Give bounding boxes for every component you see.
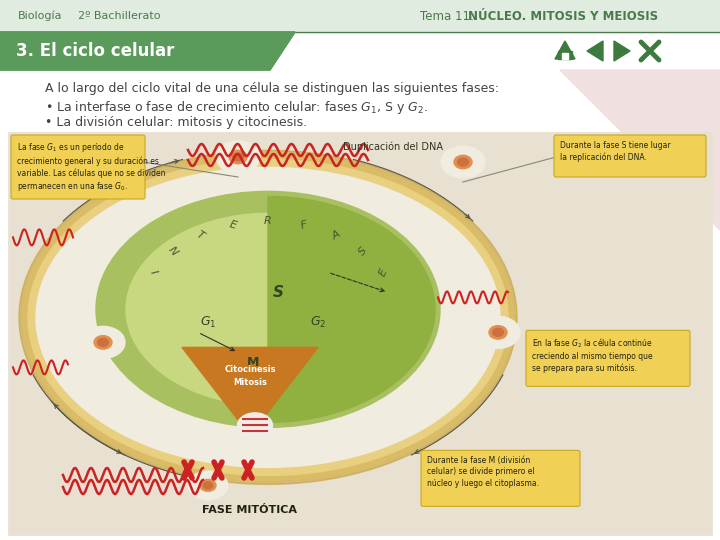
Bar <box>0 70 720 540</box>
Polygon shape <box>560 70 720 230</box>
Polygon shape <box>587 41 603 61</box>
Text: Durante la fase S tiene lugar
la replicación del DNA.: Durante la fase S tiene lugar la replica… <box>560 141 670 162</box>
Polygon shape <box>268 197 435 422</box>
Text: $G_1$: $G_1$ <box>199 315 216 330</box>
Text: E: E <box>377 267 389 278</box>
Text: E: E <box>228 219 237 231</box>
Text: La fase $G_1$ es un período de
crecimiento general y su duración es
variable. La: La fase $G_1$ es un período de crecimien… <box>17 141 166 193</box>
Ellipse shape <box>216 141 260 173</box>
Bar <box>0 32 720 70</box>
Ellipse shape <box>476 316 520 348</box>
Polygon shape <box>0 32 295 70</box>
Text: $G_2$: $G_2$ <box>310 315 326 330</box>
Ellipse shape <box>96 191 440 427</box>
Text: Biología: Biología <box>18 11 63 21</box>
Text: 3. El ciclo celular: 3. El ciclo celular <box>16 42 174 60</box>
FancyBboxPatch shape <box>554 135 706 177</box>
Text: S: S <box>272 285 284 300</box>
Ellipse shape <box>458 158 469 166</box>
Ellipse shape <box>126 213 410 406</box>
Polygon shape <box>0 32 295 70</box>
Ellipse shape <box>238 413 272 438</box>
Text: Durante la fase M (división
celular) se divide primero el
núcleo y luego el cito: Durante la fase M (división celular) se … <box>427 456 539 488</box>
Ellipse shape <box>454 156 472 168</box>
Text: A lo largo del ciclo vital de una célula se distinguen las siguientes fases:: A lo largo del ciclo vital de una célula… <box>45 82 499 95</box>
Text: Duplicación del DNA: Duplicación del DNA <box>343 142 443 152</box>
FancyBboxPatch shape <box>526 330 690 387</box>
Bar <box>562 53 568 59</box>
Ellipse shape <box>200 480 216 491</box>
Ellipse shape <box>19 150 517 484</box>
Ellipse shape <box>36 167 500 468</box>
Ellipse shape <box>81 326 125 359</box>
Text: NÚCLEO. MITOSIS Y MEIOSIS: NÚCLEO. MITOSIS Y MEIOSIS <box>468 10 658 23</box>
Ellipse shape <box>98 339 109 347</box>
Text: 2º Bachillerato: 2º Bachillerato <box>78 11 161 21</box>
Bar <box>8 132 712 535</box>
Ellipse shape <box>492 328 503 336</box>
Polygon shape <box>614 41 630 61</box>
Polygon shape <box>555 41 575 59</box>
Ellipse shape <box>441 146 485 178</box>
FancyBboxPatch shape <box>421 450 580 507</box>
FancyBboxPatch shape <box>11 135 145 199</box>
Ellipse shape <box>188 471 228 500</box>
Text: T: T <box>194 229 205 241</box>
Ellipse shape <box>489 326 507 339</box>
Text: A: A <box>330 229 342 241</box>
Ellipse shape <box>23 154 513 481</box>
Text: • La interfase o fase de crecimiento celular: fases $G_1$, S y $G_2$.: • La interfase o fase de crecimiento cel… <box>45 99 428 116</box>
Text: Tema 11.: Tema 11. <box>420 10 477 23</box>
Text: Mitosis: Mitosis <box>233 378 267 387</box>
Ellipse shape <box>229 150 247 164</box>
Ellipse shape <box>28 159 508 475</box>
Ellipse shape <box>233 153 243 161</box>
Text: • La división celular: mitosis y citocinesis.: • La división celular: mitosis y citocin… <box>45 116 307 129</box>
Bar <box>558 51 572 59</box>
Text: M: M <box>247 356 259 369</box>
Text: Citocinesis: Citocinesis <box>224 365 276 374</box>
Ellipse shape <box>94 336 112 349</box>
Text: S: S <box>357 245 369 258</box>
Polygon shape <box>182 347 318 435</box>
Text: I: I <box>148 268 158 276</box>
Text: N: N <box>166 245 179 258</box>
Bar <box>0 0 720 32</box>
Text: En la fase $G_2$ la célula continúe
creciendo al mismo tiempo que
se prepara par: En la fase $G_2$ la célula continúe crec… <box>532 336 653 373</box>
Text: R: R <box>264 217 272 226</box>
Text: F: F <box>299 219 308 231</box>
Text: FASE MITÓTICA: FASE MITÓTICA <box>202 505 297 515</box>
Ellipse shape <box>203 482 213 489</box>
